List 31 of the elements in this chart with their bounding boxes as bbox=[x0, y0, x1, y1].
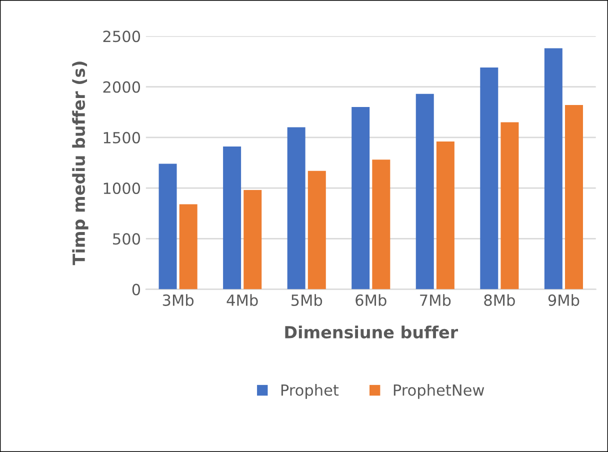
bar bbox=[287, 127, 306, 290]
y-tick-label: 2500 bbox=[103, 30, 140, 42]
y-tick-label: 0 bbox=[132, 284, 140, 296]
x-axis-title: Dimensiune buffer bbox=[285, 326, 458, 338]
x-tick-label: 9Mb bbox=[548, 294, 580, 306]
bar bbox=[244, 190, 262, 290]
x-tick-label: 6Mb bbox=[356, 294, 386, 306]
x-tick-label: 3Mb bbox=[162, 294, 194, 306]
y-tick-label: 500 bbox=[113, 233, 140, 245]
legend-label: ProphetNew bbox=[394, 384, 484, 399]
bar bbox=[179, 204, 198, 290]
y-tick-label: 2000 bbox=[103, 81, 140, 93]
bar bbox=[436, 141, 454, 290]
x-tick-label: 4Mb bbox=[226, 294, 258, 306]
bar bbox=[564, 105, 583, 290]
x-tick-label: 8Mb bbox=[484, 294, 515, 306]
y-axis-title: Timp mediu buffer (s) bbox=[72, 62, 88, 266]
bar bbox=[372, 160, 390, 290]
bar bbox=[308, 170, 326, 290]
bar bbox=[158, 164, 177, 290]
bar bbox=[416, 94, 434, 290]
legend-label: Prophet bbox=[281, 384, 339, 399]
y-tick-label: 1000 bbox=[104, 182, 140, 194]
x-tick-label: 5Mb bbox=[291, 294, 322, 306]
bar bbox=[544, 48, 562, 290]
bar bbox=[352, 107, 370, 290]
y-tick-label: 1500 bbox=[104, 132, 140, 144]
bar bbox=[480, 68, 498, 290]
x-tick-label: 7Mb bbox=[420, 294, 451, 306]
bar bbox=[223, 146, 242, 290]
bar bbox=[500, 122, 519, 290]
